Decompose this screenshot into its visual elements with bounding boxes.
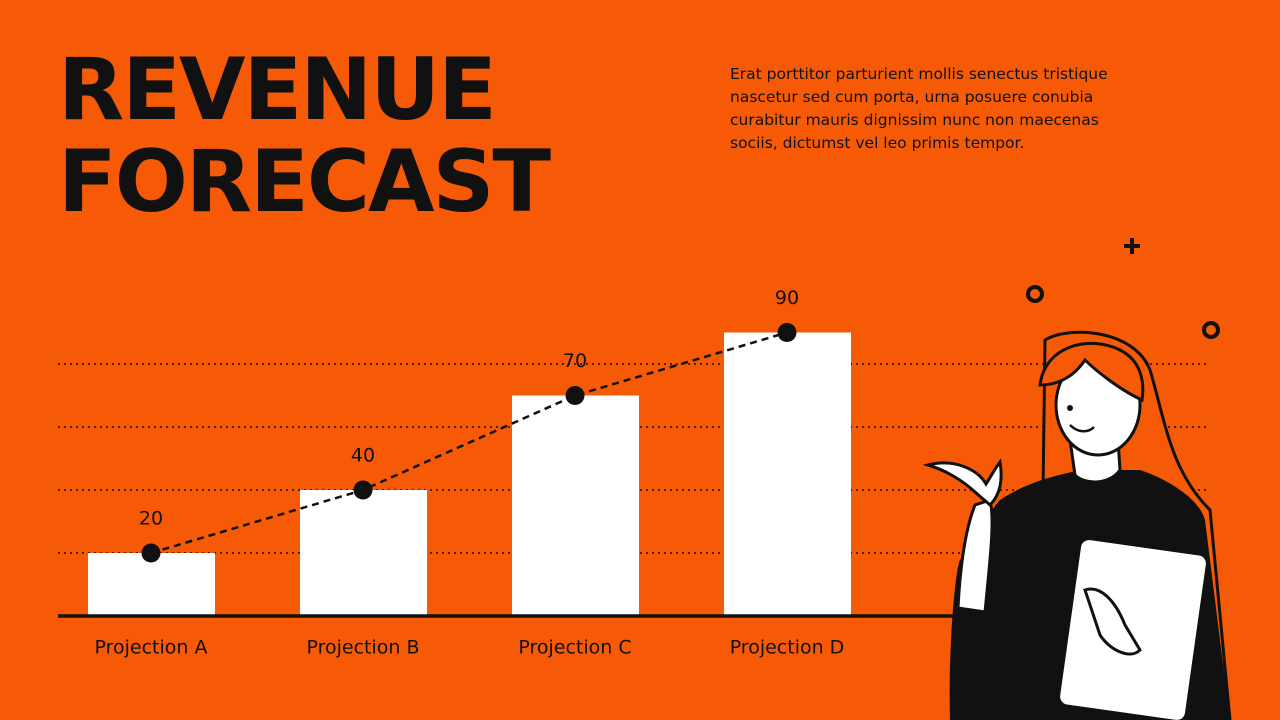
point [141, 543, 161, 563]
x-tick-label: Projection C [518, 637, 631, 659]
tablet [1056, 536, 1210, 720]
value-label: 70 [563, 350, 587, 372]
x-tick-label: Projection B [306, 637, 419, 659]
value-label: 20 [139, 508, 163, 530]
ring-icon [1026, 285, 1044, 303]
bar [300, 490, 427, 616]
bar [88, 553, 215, 616]
mouth [1069, 424, 1095, 433]
value-label: 90 [775, 287, 799, 309]
value-label: 40 [351, 445, 375, 467]
description: Erat porttitor parturient mollis senectu… [730, 65, 1108, 152]
trend-line [150, 331, 788, 555]
plus-icon [1124, 238, 1140, 254]
illustration [922, 238, 1232, 720]
point [565, 386, 585, 405]
hand [1083, 587, 1142, 656]
x-tick-label: Projection A [95, 637, 208, 659]
hand [922, 458, 1003, 508]
point [777, 323, 797, 342]
bar [512, 395, 639, 616]
chart-title: REVENUE FORECAST [58, 40, 551, 232]
arm [956, 498, 994, 614]
plot: 20 Projection A 40 Projection B 70 Projection… [58, 287, 1210, 659]
ring-icon [1202, 321, 1220, 339]
bar [724, 332, 851, 616]
point [353, 480, 373, 500]
eye [1067, 405, 1073, 411]
hair-front [1038, 341, 1145, 403]
x-tick-label: Projection D [730, 637, 845, 659]
